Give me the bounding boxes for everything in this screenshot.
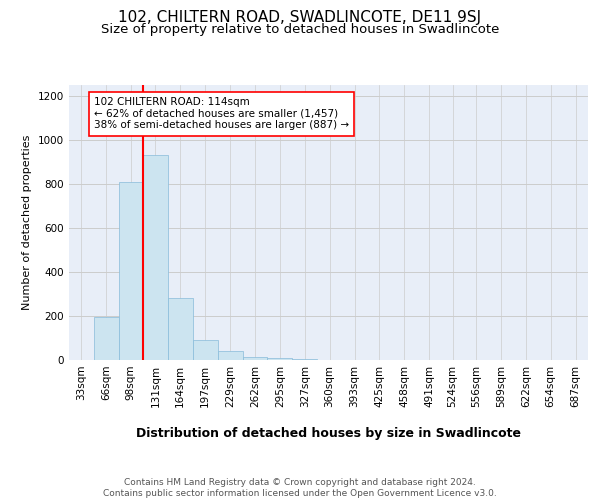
Bar bbox=[218, 351, 242, 360]
Bar bbox=[193, 340, 218, 360]
Y-axis label: Number of detached properties: Number of detached properties bbox=[22, 135, 32, 310]
Bar bbox=[242, 356, 268, 360]
Bar bbox=[268, 358, 292, 360]
Bar bbox=[292, 359, 317, 360]
Bar bbox=[168, 298, 193, 360]
Bar bbox=[143, 156, 168, 360]
Bar bbox=[119, 182, 143, 360]
Text: Size of property relative to detached houses in Swadlincote: Size of property relative to detached ho… bbox=[101, 22, 499, 36]
Bar bbox=[94, 317, 119, 360]
Text: 102 CHILTERN ROAD: 114sqm
← 62% of detached houses are smaller (1,457)
38% of se: 102 CHILTERN ROAD: 114sqm ← 62% of detac… bbox=[94, 97, 349, 130]
Text: 102, CHILTERN ROAD, SWADLINCOTE, DE11 9SJ: 102, CHILTERN ROAD, SWADLINCOTE, DE11 9S… bbox=[118, 10, 482, 25]
Text: Contains HM Land Registry data © Crown copyright and database right 2024.
Contai: Contains HM Land Registry data © Crown c… bbox=[103, 478, 497, 498]
Text: Distribution of detached houses by size in Swadlincote: Distribution of detached houses by size … bbox=[136, 428, 521, 440]
